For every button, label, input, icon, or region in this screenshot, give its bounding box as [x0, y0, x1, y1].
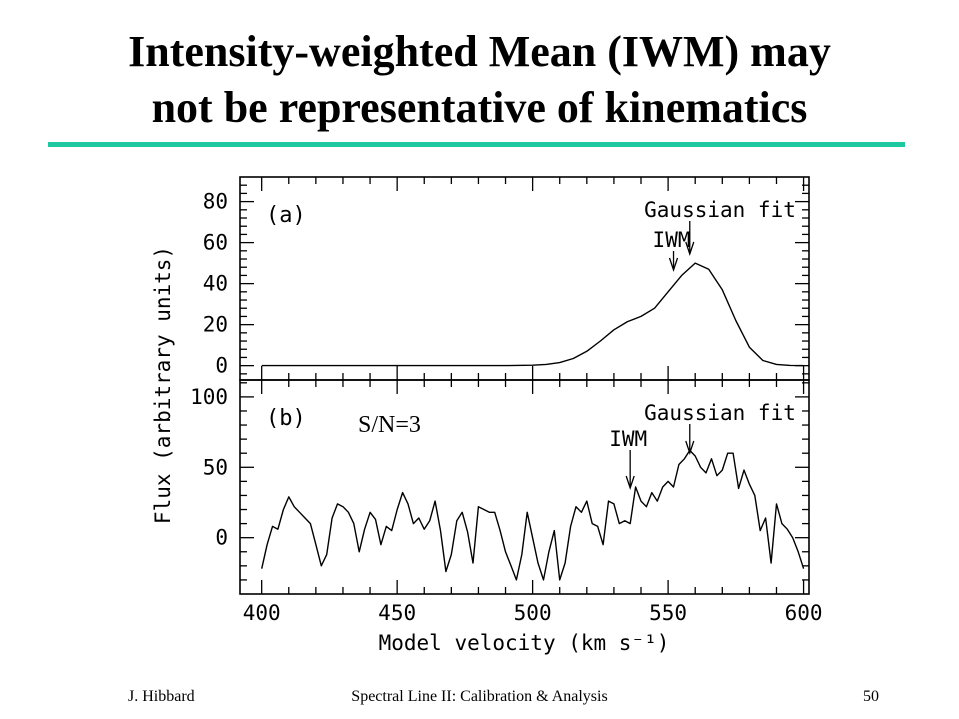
y-tick-label: 20	[203, 313, 228, 337]
gaussian-fit-label: Gaussian fit	[644, 401, 796, 425]
iwm-label: IWM	[609, 427, 647, 451]
footer-author: J. Hibbard	[128, 688, 195, 705]
y-tick-label: 60	[203, 231, 228, 255]
iwm-arrowhead	[625, 475, 635, 491]
title-divider-rule	[48, 142, 905, 147]
y-axis-label: Flux (arbitrary units)	[151, 246, 175, 524]
plot-ticks	[240, 177, 809, 594]
iwm-label: IWM	[653, 228, 691, 252]
panel-a-spectrum-line	[261, 262, 804, 367]
y-tick-label: 40	[203, 272, 228, 296]
gaussian-fit-arrowhead	[685, 440, 695, 456]
y-tick-label: 0	[215, 354, 228, 378]
x-tick-label: 450	[378, 601, 416, 625]
x-tick-label: 400	[243, 601, 281, 625]
y-tick-label: 50	[203, 455, 228, 479]
y-tick-label: 0	[215, 526, 228, 550]
panel-b-label: (b)	[266, 406, 306, 431]
slide-title-line-1: Intensity-weighted Mean (IWM) may	[128, 27, 831, 76]
x-tick-label: 600	[785, 601, 823, 625]
footer-title: Spectral Line II: Calibration & Analysis	[351, 688, 608, 705]
x-axis-label: Model velocity (km s⁻¹)	[379, 631, 670, 655]
slide-title-line-2: not be representative of kinematics	[151, 83, 808, 132]
footer-page-number: 50	[863, 688, 879, 705]
x-tick-label: 550	[649, 601, 687, 625]
panel-b-spectrum-line	[261, 449, 805, 581]
x-tick-label: 500	[514, 601, 552, 625]
y-tick-label: 80	[203, 190, 228, 214]
plot-curves	[261, 221, 805, 581]
iwm-arrowhead	[668, 257, 679, 273]
panel-a-label: (a)	[266, 203, 306, 228]
plot-frames	[239, 176, 810, 595]
gaussian-fit-arrowhead	[685, 241, 695, 257]
signal-to-noise-label: S/N=3	[358, 412, 421, 438]
panel-b-frame	[239, 379, 810, 595]
y-tick-label: 100	[190, 385, 228, 409]
gaussian-fit-label: Gaussian fit	[644, 198, 796, 222]
